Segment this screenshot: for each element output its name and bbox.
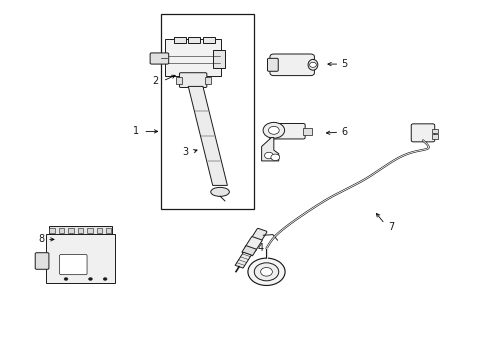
Circle shape <box>268 126 279 134</box>
Bar <box>49 228 55 233</box>
Bar <box>106 228 111 233</box>
FancyBboxPatch shape <box>267 58 278 71</box>
Circle shape <box>309 62 316 67</box>
Text: 3: 3 <box>182 147 188 157</box>
Text: 1: 1 <box>133 126 139 136</box>
FancyBboxPatch shape <box>242 246 256 256</box>
FancyBboxPatch shape <box>179 73 206 87</box>
Bar <box>203 37 215 43</box>
FancyBboxPatch shape <box>269 123 305 139</box>
Text: 7: 7 <box>387 222 393 232</box>
Text: 8: 8 <box>39 234 45 244</box>
FancyBboxPatch shape <box>251 229 266 241</box>
Circle shape <box>263 122 284 138</box>
Circle shape <box>264 152 273 159</box>
Text: 2: 2 <box>152 76 159 86</box>
FancyBboxPatch shape <box>35 253 49 269</box>
Bar <box>235 252 251 268</box>
Bar <box>431 134 437 139</box>
Polygon shape <box>188 86 227 185</box>
Bar <box>188 37 200 43</box>
Circle shape <box>254 263 278 281</box>
Circle shape <box>270 154 279 161</box>
Text: 5: 5 <box>341 59 347 69</box>
FancyBboxPatch shape <box>410 124 434 142</box>
Bar <box>161 14 254 209</box>
Bar <box>205 77 211 84</box>
Polygon shape <box>261 138 278 161</box>
Bar <box>173 37 185 43</box>
Bar <box>78 228 83 233</box>
Bar <box>431 129 437 133</box>
FancyBboxPatch shape <box>244 237 262 251</box>
Circle shape <box>260 267 272 276</box>
FancyBboxPatch shape <box>150 53 168 64</box>
Bar <box>46 234 115 283</box>
FancyBboxPatch shape <box>165 39 221 76</box>
Bar <box>176 77 182 84</box>
Bar <box>303 128 311 135</box>
Text: 6: 6 <box>341 127 347 137</box>
Bar <box>87 228 92 233</box>
Ellipse shape <box>307 59 317 70</box>
Circle shape <box>88 278 92 280</box>
FancyBboxPatch shape <box>60 255 87 275</box>
Ellipse shape <box>210 188 229 197</box>
Bar <box>49 226 112 234</box>
Bar <box>59 228 64 233</box>
Bar <box>212 50 224 68</box>
Text: 4: 4 <box>257 243 264 253</box>
Circle shape <box>247 258 285 285</box>
Bar <box>97 228 102 233</box>
Circle shape <box>64 278 68 280</box>
FancyBboxPatch shape <box>269 54 314 76</box>
Bar <box>68 228 74 233</box>
Circle shape <box>103 278 107 280</box>
